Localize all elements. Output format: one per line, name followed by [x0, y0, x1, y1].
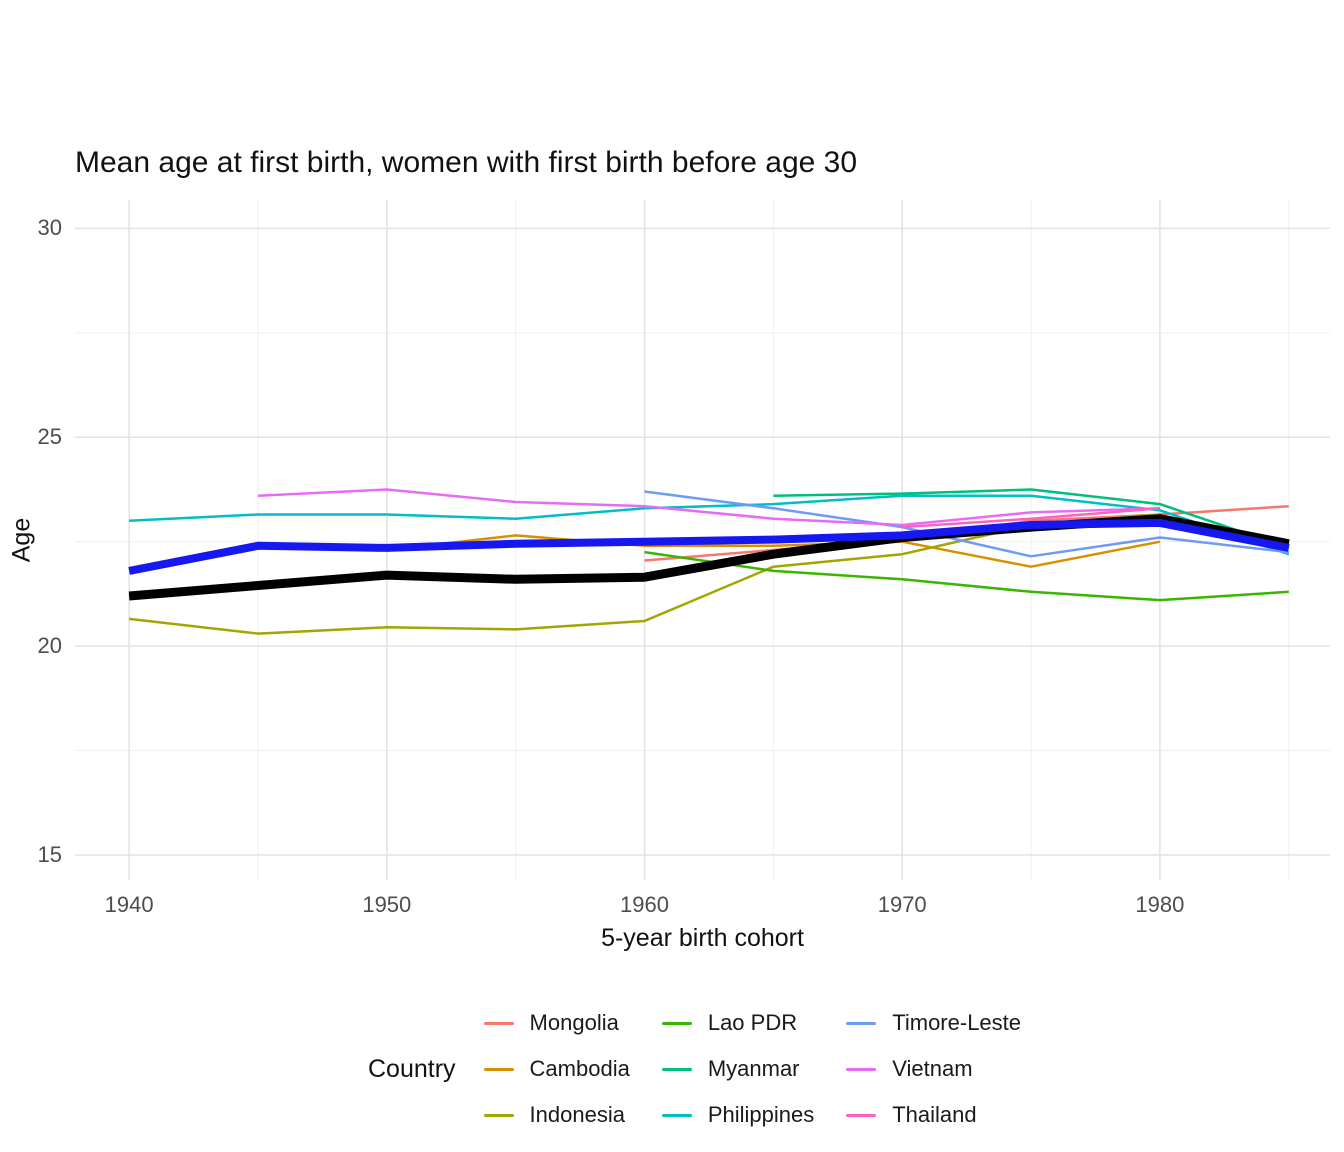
series-line-myanmar [773, 488, 1290, 550]
series-line-timore-leste [644, 490, 1289, 558]
series-line-cambodia [386, 534, 1161, 568]
legend-key-line-icon [483, 1067, 514, 1071]
plot-panel [75, 200, 1330, 880]
legend-item-lao-pdr: Lao PDR [661, 1010, 814, 1036]
chart-title: Mean age at first birth, women with firs… [75, 146, 858, 179]
legend-key-line-icon [661, 1021, 692, 1025]
legend-key-line-icon [661, 1113, 692, 1117]
legend-key-line-icon [846, 1021, 877, 1025]
x-axis-tick-label: 1970 [877, 892, 927, 917]
legend-item-label: Thailand [892, 1102, 977, 1127]
x-axis-tick-label: 1980 [1135, 892, 1185, 917]
series-line-unlabeled-thick-blue-line [128, 518, 1290, 575]
y-axis-tick-label: 30 [37, 215, 62, 241]
legend-key-line-icon [661, 1067, 692, 1071]
legend-item-indonesia: Indonesia [483, 1102, 630, 1128]
legend-item-label: Myanmar [707, 1056, 800, 1081]
legend-item-philippines: Philippines [661, 1102, 815, 1128]
series-line-philippines [129, 494, 1290, 556]
series-line-unlabeled-thick-black-line [128, 514, 1290, 601]
legend-item-label: Philippines [707, 1102, 815, 1127]
legend-item-mongolia: Mongolia [483, 1010, 630, 1036]
y-axis-tick-label: 25 [37, 424, 62, 450]
series-line-thailand [902, 507, 1161, 529]
legend-item-label: Indonesia [529, 1102, 625, 1127]
legend-item-label: Vietnam [892, 1056, 973, 1081]
legend-item-myanmar: Myanmar [661, 1056, 814, 1082]
legend-item-label: Cambodia [529, 1056, 630, 1081]
legend-item-thailand: Thailand [846, 1102, 1021, 1128]
legend-item-vietnam: Vietnam [846, 1056, 1021, 1082]
legend-entries: Mongolia Cambodia Indonesia Lao PDR Myanmar P… [483, 1000, 1021, 1138]
legend-key-line-icon [846, 1113, 877, 1117]
legend-item-cambodia: Cambodia [483, 1056, 630, 1082]
legend-item-timore-leste: Timore-Leste [846, 1010, 1021, 1036]
y-axis-tick-label: 20 [37, 633, 62, 659]
legend-key-line-icon [846, 1067, 877, 1071]
legend-item-label: Mongolia [529, 1010, 619, 1035]
x-axis-tick-label: 1940 [104, 892, 154, 917]
series-line-lao-pdr [644, 550, 1289, 602]
legend: Country Mongolia Cambodia Indonesia Lao PDR… [368, 1000, 1021, 1138]
series-line-vietnam [257, 488, 1160, 527]
legend-title: Country [368, 1054, 456, 1083]
legend-key-line-icon [483, 1113, 514, 1117]
legend-item-label: Lao PDR [707, 1010, 798, 1035]
legend-item-label: Timore-Leste [892, 1010, 1022, 1035]
x-axis-title: 5-year birth cohort [601, 924, 804, 952]
x-axis-tick-label: 1950 [362, 892, 412, 917]
y-axis-tick-label: 15 [37, 841, 62, 867]
x-axis-tick-label: 1960 [620, 892, 669, 917]
y-axis-title: Age [7, 517, 36, 563]
legend-key-line-icon [483, 1021, 514, 1025]
